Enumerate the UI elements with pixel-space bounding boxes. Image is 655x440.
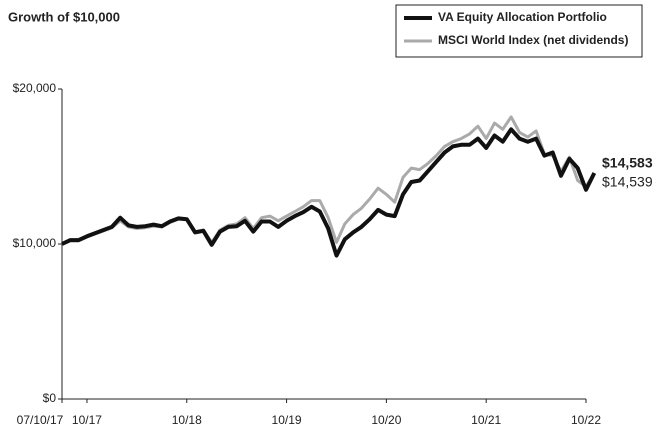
x-tick-label: 10/17 — [72, 413, 102, 427]
x-tick-label: 07/10/17 — [17, 413, 64, 427]
y-tick-label: $0 — [43, 391, 57, 405]
end-label: $14,539 — [602, 174, 653, 190]
x-tick-label: 10/21 — [471, 413, 501, 427]
x-tick-label: 10/22 — [571, 413, 601, 427]
legend-label: MSCI World Index (net dividends) — [438, 33, 628, 47]
end-label: $14,583 — [602, 155, 653, 171]
chart-title: Growth of $10,000 — [8, 9, 120, 24]
x-tick-label: 10/18 — [172, 413, 202, 427]
x-tick-label: 10/20 — [371, 413, 401, 427]
legend-box — [395, 4, 643, 58]
series-line — [61, 127, 597, 258]
x-tick-label: 10/19 — [272, 413, 302, 427]
legend-label: VA Equity Allocation Portfolio — [438, 10, 607, 24]
y-tick-label: $20,000 — [13, 81, 57, 95]
y-tick-label: $10,000 — [13, 236, 57, 250]
